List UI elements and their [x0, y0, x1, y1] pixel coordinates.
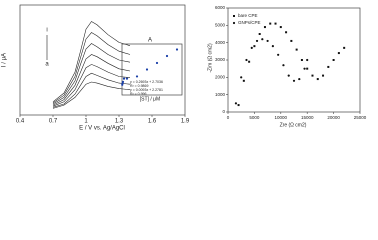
data-point: [125, 77, 129, 80]
data-point: [266, 39, 269, 43]
data-point: [303, 67, 306, 70]
data-point: [261, 38, 264, 41]
x-tick-label: 10000: [275, 115, 288, 120]
plot-frame: [19, 4, 186, 116]
data-point: [258, 33, 261, 35]
inset-x-label: [ST] / μM: [140, 96, 160, 102]
data-point: [271, 45, 274, 48]
data-point: [242, 79, 245, 82]
data-point: [255, 39, 259, 43]
data-point: [337, 52, 340, 55]
data-point: [316, 78, 319, 81]
data-point: [175, 48, 179, 51]
data-point: [277, 53, 280, 56]
data-point: [145, 68, 149, 71]
x-tick-label: 1: [84, 119, 88, 125]
data-point: [290, 39, 293, 42]
voltammogram: [52, 54, 131, 106]
data-point: [237, 104, 240, 107]
data-point: [300, 59, 303, 61]
data-point: [269, 22, 272, 25]
x-axis-label: E / V vs. Ag/AgCl: [79, 126, 125, 132]
voltammogram: [52, 43, 131, 105]
inset-title: A: [148, 38, 152, 44]
legend-marker: [233, 15, 235, 17]
annotation: a: [45, 62, 49, 68]
data-point: [248, 60, 251, 63]
x-axis-label: Zre (Ω cm2): [280, 122, 307, 128]
data-point: [285, 31, 288, 34]
data-point: [250, 46, 253, 49]
data-point: [295, 48, 298, 51]
x-tick-label: 0.7: [49, 119, 58, 125]
x-tick-label: 5000: [249, 115, 260, 120]
plot-frame: [121, 43, 183, 96]
data-point: [121, 80, 125, 83]
legend-label: bare CPE: [238, 13, 258, 18]
y-axis-label: I / μA: [2, 53, 8, 67]
data-point: [287, 74, 290, 77]
x-tick-label: 20000: [327, 115, 340, 120]
legend-label: GNPs/CPE: [238, 20, 261, 25]
annotation: y = 0.2693x + 2.7036: [130, 80, 163, 84]
data-point: [292, 79, 296, 82]
annotation: i: [46, 28, 47, 34]
y-tick-label: 6000: [215, 5, 226, 10]
x-tick-label: 1.9: [181, 119, 190, 125]
data-point: [322, 74, 325, 77]
data-point: [155, 61, 159, 65]
data-point: [298, 77, 301, 81]
data-point: [274, 22, 277, 25]
y-tick-label: 4000: [215, 40, 226, 45]
y-tick-label: 0: [222, 109, 225, 114]
annotation: R² = 0.996: [130, 92, 146, 96]
data-point: [311, 74, 314, 77]
y-axis-label: -Zim (Ω cm2): [207, 43, 213, 73]
data-point: [327, 65, 330, 68]
data-point: [279, 26, 282, 29]
voltammogram: [52, 81, 131, 109]
data-point: [234, 102, 238, 105]
x-tick-label: 25000: [354, 115, 367, 120]
x-tick-label: 0.4: [16, 119, 25, 125]
data-point: [263, 26, 266, 29]
data-point: [306, 67, 309, 70]
annotation: R² = 0.9869: [130, 84, 148, 88]
legend-marker: [232, 21, 236, 25]
figure: I / μA E / V vs. Ag/AgCl i a A [ST] / μM…: [2, 4, 367, 132]
y-tick-label: 1000: [215, 92, 226, 97]
voltammogram: [52, 72, 131, 108]
y-tick-label: 2000: [215, 75, 226, 80]
x-tick-label: 1.3: [115, 119, 124, 125]
data-point: [306, 58, 309, 62]
voltammogram: [52, 64, 131, 107]
x-tick-label: 0: [227, 115, 230, 120]
y-tick-label: 3000: [215, 57, 226, 62]
data-point: [240, 76, 243, 79]
y-tick-label: 5000: [215, 23, 226, 28]
data-point: [282, 64, 285, 67]
data-point: [245, 58, 248, 62]
x-tick-label: 15000: [301, 115, 314, 120]
data-point: [135, 75, 139, 78]
voltammogram: [52, 32, 131, 104]
data-point: [122, 77, 126, 80]
x-tick-label: 1.6: [148, 119, 157, 125]
data-point: [253, 45, 256, 48]
data-point: [165, 54, 169, 58]
data-point: [332, 59, 335, 61]
voltammogram: [52, 21, 131, 103]
data-point: [343, 46, 346, 49]
annotation: y = 0.0093x + 2.2781: [130, 88, 163, 92]
